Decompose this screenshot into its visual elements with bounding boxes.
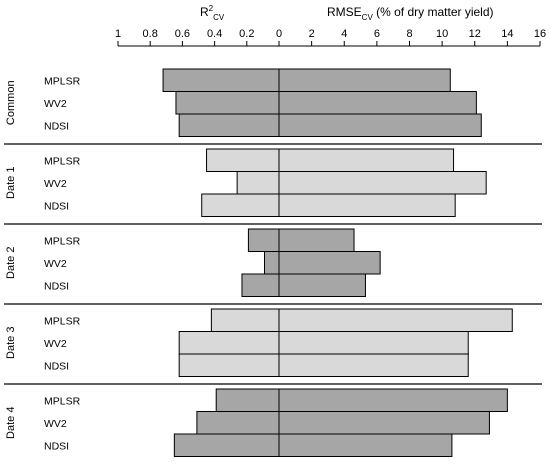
- method-label: NDSI: [44, 360, 69, 372]
- r2-bar-date-3-wv2: [178, 331, 280, 355]
- rmse-bar-date-1-mplsr: [278, 148, 455, 172]
- rmse-tick-label: 10: [436, 28, 448, 40]
- method-label: MPLSR: [44, 75, 81, 87]
- labels-layer: MPLSR WV2 NDSI Common MPLSR WV2 NDSI Date 1 MPLS…: [5, 75, 81, 452]
- method-label: MPLSR: [44, 155, 81, 167]
- r2-tick-label: 0.2: [239, 28, 254, 40]
- rmse-bar-date-4-ndsi: [278, 433, 453, 457]
- bars-layer: [162, 68, 513, 457]
- r2-bar-common-ndsi: [178, 113, 280, 137]
- rmse-bar-date-2-wv2: [278, 251, 381, 275]
- rmse-axis-title: RMSECV (% of dry matter yield): [327, 5, 494, 22]
- rmse-bar-date-3-ndsi: [278, 353, 469, 377]
- rmse-tick-label: 14: [501, 28, 513, 40]
- method-label: WV2: [44, 338, 67, 350]
- rmse-bar-date-4-mplsr: [278, 388, 508, 412]
- r2-bar-date-2-wv2: [264, 251, 280, 275]
- group-label: Date 2: [5, 247, 17, 279]
- method-label: MPLSR: [44, 395, 81, 407]
- rmse-bar-date-1-wv2: [278, 171, 487, 195]
- r2-tick-label: 1: [115, 28, 121, 40]
- method-label: NDSI: [44, 200, 69, 212]
- rmse-bar-date-2-mplsr: [278, 228, 355, 252]
- r2-bar-date-1-wv2: [236, 171, 280, 195]
- r2-bar-date-1-ndsi: [201, 193, 280, 217]
- r2-bar-date-4-mplsr: [215, 388, 280, 412]
- method-label: WV2: [44, 178, 67, 190]
- r2-bar-date-4-ndsi: [173, 433, 280, 457]
- method-label: MPLSR: [44, 235, 81, 247]
- rmse-tick-label: 4: [341, 28, 347, 40]
- r2-bar-date-1-mplsr: [206, 148, 280, 172]
- method-label: WV2: [44, 98, 67, 110]
- method-label: MPLSR: [44, 315, 81, 327]
- method-label: NDSI: [44, 440, 69, 452]
- r2-bar-date-3-ndsi: [178, 353, 280, 377]
- r2-tick-label: 0: [276, 28, 282, 40]
- axis-layer: 1 0.8 0.6 0.4 0.2 0 2 4 6 8 10 12 14 16 R2CV RMSECV (% …: [4, 4, 546, 385]
- method-label: WV2: [44, 258, 67, 270]
- rmse-bar-date-4-wv2: [278, 411, 490, 435]
- group-label: Common: [5, 80, 17, 125]
- r2-tick-label: 0.8: [143, 28, 158, 40]
- rmse-bar-date-3-wv2: [278, 331, 469, 355]
- r2-bar-common-mplsr: [162, 68, 280, 92]
- method-label: WV2: [44, 418, 67, 430]
- method-label: NDSI: [44, 120, 69, 132]
- rmse-bar-date-1-ndsi: [278, 193, 456, 217]
- group-label: Date 3: [5, 327, 17, 359]
- r2-bar-date-2-ndsi: [241, 273, 280, 297]
- r2-axis-title: R2CV: [200, 4, 225, 22]
- group-label: Date 1: [5, 167, 17, 199]
- r2-bar-date-2-mplsr: [247, 228, 280, 252]
- rmse-bar-common-wv2: [278, 91, 477, 115]
- r2-bar-date-3-mplsr: [210, 308, 280, 332]
- rmse-tick-label: 8: [406, 28, 412, 40]
- rmse-tick-label: 2: [309, 28, 315, 40]
- rmse-bar-date-3-mplsr: [278, 308, 513, 332]
- rmse-tick-label: 16: [534, 28, 546, 40]
- method-label: NDSI: [44, 280, 69, 292]
- r2-tick-label: 0.4: [207, 28, 222, 40]
- rmse-bar-date-2-ndsi: [278, 273, 366, 297]
- rmse-bar-common-mplsr: [278, 68, 451, 92]
- rmse-tick-label: 6: [374, 28, 380, 40]
- r2-bar-date-4-wv2: [196, 411, 280, 435]
- rmse-bar-common-ndsi: [278, 113, 482, 137]
- r2-tick-label: 0.6: [175, 28, 190, 40]
- r2-bar-common-wv2: [175, 91, 280, 115]
- rmse-tick-label: 12: [469, 28, 481, 40]
- group-label: Date 4: [5, 407, 17, 439]
